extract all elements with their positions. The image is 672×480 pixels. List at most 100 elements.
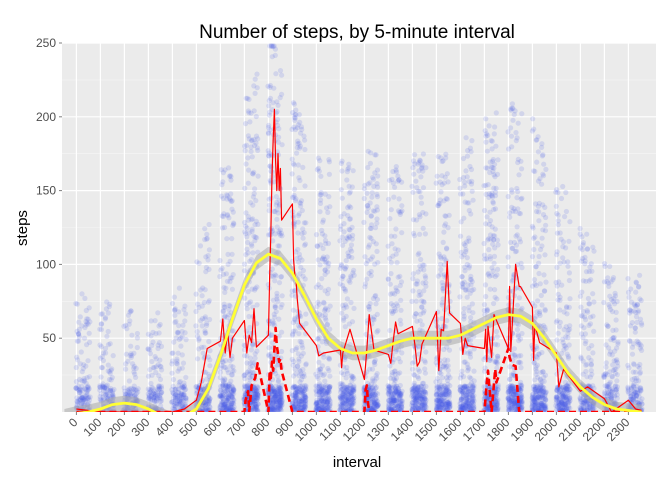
data-point [540, 171, 546, 177]
data-point [220, 399, 226, 405]
data-point [245, 155, 251, 161]
data-point [79, 395, 85, 401]
data-point [275, 298, 281, 304]
data-point [495, 342, 501, 348]
data-point [228, 177, 234, 183]
data-point [222, 376, 228, 382]
data-point [103, 385, 109, 391]
data-point [362, 281, 369, 287]
data-point [174, 394, 180, 400]
data-point [180, 395, 186, 401]
data-point [222, 385, 228, 391]
data-point [343, 375, 349, 381]
data-point [182, 402, 189, 408]
data-point [218, 388, 224, 394]
data-point [126, 386, 132, 392]
data-point [182, 303, 188, 309]
data-point [557, 230, 563, 236]
data-point [149, 372, 155, 378]
data-point [176, 336, 182, 342]
data-point [87, 339, 93, 345]
data-point [534, 240, 541, 246]
data-point [219, 213, 225, 219]
data-point [563, 245, 569, 251]
data-point [87, 394, 93, 400]
data-point [368, 268, 374, 275]
data-point [325, 209, 331, 215]
data-point [77, 395, 83, 401]
data-point [350, 388, 356, 394]
data-point [73, 379, 79, 385]
data-point [121, 385, 127, 391]
data-point [171, 391, 177, 397]
data-point [293, 107, 299, 113]
data-point [75, 357, 81, 363]
data-point [223, 358, 229, 364]
data-point [223, 285, 229, 291]
data-point [392, 308, 399, 314]
data-point [100, 357, 106, 364]
data-point [255, 392, 261, 398]
data-point [180, 391, 186, 398]
data-point [297, 143, 304, 149]
data-point [172, 386, 178, 393]
data-point [276, 126, 282, 132]
data-point [97, 396, 103, 402]
data-point [531, 246, 537, 253]
data-point [147, 387, 153, 393]
data-point [74, 354, 80, 360]
data-point [493, 185, 499, 191]
data-point [135, 389, 141, 395]
data-point [348, 242, 355, 248]
data-point [399, 208, 405, 214]
data-point [301, 133, 307, 139]
data-point [222, 401, 228, 407]
data-point [254, 71, 260, 77]
data-point [228, 402, 235, 408]
data-point [241, 268, 248, 274]
data-point [82, 295, 88, 301]
data-point [129, 390, 135, 396]
data-point [228, 389, 235, 395]
data-point [395, 303, 401, 309]
data-point [338, 187, 344, 193]
data-point [219, 400, 225, 406]
data-point [275, 373, 281, 379]
data-point [132, 371, 138, 377]
data-point [76, 334, 82, 340]
data-point [73, 385, 79, 391]
data-point [179, 399, 185, 405]
data-point [387, 327, 393, 334]
data-point [219, 399, 225, 405]
data-point [563, 189, 569, 196]
data-point [204, 405, 210, 411]
data-point [279, 302, 285, 308]
data-point [220, 358, 226, 365]
data-point [195, 356, 201, 362]
data-point [218, 393, 224, 399]
data-point [158, 383, 164, 389]
data-point [202, 316, 208, 322]
data-point [84, 392, 90, 398]
data-point [147, 367, 153, 373]
data-point [225, 398, 231, 404]
data-point [322, 233, 328, 239]
data-point [297, 177, 303, 184]
data-point [203, 264, 209, 271]
data-point [295, 219, 301, 225]
data-point [133, 365, 139, 371]
data-point [156, 323, 162, 329]
data-point [318, 284, 324, 291]
data-point [494, 360, 500, 367]
data-point [422, 370, 428, 376]
data-point [103, 350, 109, 356]
data-point [207, 357, 213, 363]
data-point [218, 383, 224, 389]
data-point [108, 387, 114, 393]
data-point [75, 400, 81, 406]
data-point [276, 134, 282, 140]
data-point [374, 311, 380, 317]
data-point [200, 350, 206, 356]
data-point [204, 236, 210, 242]
data-point [517, 239, 524, 245]
